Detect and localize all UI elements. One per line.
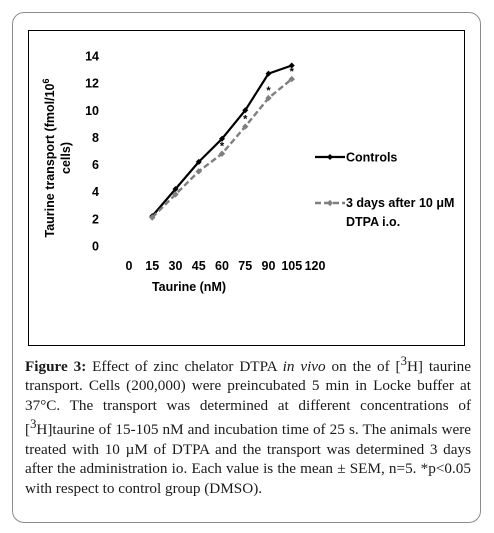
dtpa-point [288, 75, 295, 83]
y-tick-label: 12 [85, 77, 99, 91]
controls-point [265, 70, 272, 77]
x-tick-label: 0 [126, 259, 133, 273]
y-axis-title: Taurine transport (fmol/106 [41, 79, 57, 238]
y-tick-label: 8 [92, 131, 99, 145]
dtpa-point [265, 94, 272, 102]
figure-caption: Figure 3: Effect of zinc chelator DTPA i… [25, 352, 471, 498]
legend-controls-marker [327, 154, 333, 160]
caption-italic: in vivo [282, 358, 326, 376]
significance-star: * [243, 114, 248, 126]
caption-text-2: on the of [ [325, 358, 401, 376]
chart-box: 0 2 4 6 8 10 12 14 0 15 30 45 60 75 90 105 120 * * * * * Con… [28, 30, 465, 346]
controls-point [288, 62, 295, 69]
dtpa-point [149, 214, 156, 221]
x-tick-label: 75 [238, 259, 252, 273]
line-chart: 0 2 4 6 8 10 12 14 0 15 30 45 60 75 90 105 120 * * * * * Con… [41, 50, 454, 295]
controls-point [172, 186, 179, 192]
y-tick-label: 14 [85, 50, 99, 64]
controls-point [195, 158, 202, 165]
significance-star: * [266, 85, 271, 97]
caption-text-1: Effect of zinc chelator DTPA [86, 358, 283, 376]
caption-sup-2: 3 [30, 417, 37, 432]
x-tick-label: 30 [169, 259, 183, 273]
x-axis-title: Taurine (nM) [152, 280, 226, 294]
significance-star: * [220, 141, 225, 153]
x-tick-label: 45 [192, 259, 206, 273]
y-tick-label: 6 [92, 158, 99, 172]
legend-controls-label: Controls [346, 151, 397, 165]
controls-point [219, 135, 225, 142]
dtpa-point [172, 191, 179, 198]
significance-star: * [290, 66, 295, 78]
dtpa-point [218, 150, 226, 157]
dtpa-point [242, 123, 249, 130]
x-tick-label: 60 [215, 259, 229, 273]
caption-text-3: H] taurine transport. Cells (200,000) we… [25, 358, 472, 439]
caption-label: Figure 3: [25, 358, 87, 376]
x-tick-label: 15 [145, 259, 159, 273]
y-axis-title-sup: 6 [41, 79, 51, 84]
x-tick-label: 120 [305, 259, 326, 273]
chart-legend: Controls 3 days after 10 μM DTPA i.o. [315, 151, 454, 229]
y-axis-title-line1: Taurine transport (fmol/10 [43, 83, 57, 237]
legend-dtpa-label-1: 3 days after 10 μM [346, 196, 454, 210]
y-tick-label: 0 [92, 240, 99, 254]
caption-text-4: H]taurine of 15-105 nM and incubation ti… [25, 421, 471, 497]
x-tick-label: 90 [262, 259, 276, 273]
chart-series: * * * * * [149, 62, 295, 221]
y-tick-label: 2 [92, 212, 99, 226]
legend-dtpa-marker [327, 199, 333, 207]
legend-dtpa-label-2: DTPA i.o. [346, 215, 400, 229]
y-tick-label: 4 [92, 185, 99, 199]
significance-star: * [197, 158, 202, 170]
x-tick-label: 105 [281, 259, 302, 273]
y-axis-title-line2: cells) [59, 142, 73, 174]
dtpa-point [195, 168, 202, 175]
controls-point [242, 107, 249, 114]
chart-axes: 0 2 4 6 8 10 12 14 0 15 30 45 60 75 90 105 120 [85, 50, 325, 274]
y-tick-label: 10 [85, 104, 99, 118]
caption-sup-1: 3 [400, 354, 407, 368]
